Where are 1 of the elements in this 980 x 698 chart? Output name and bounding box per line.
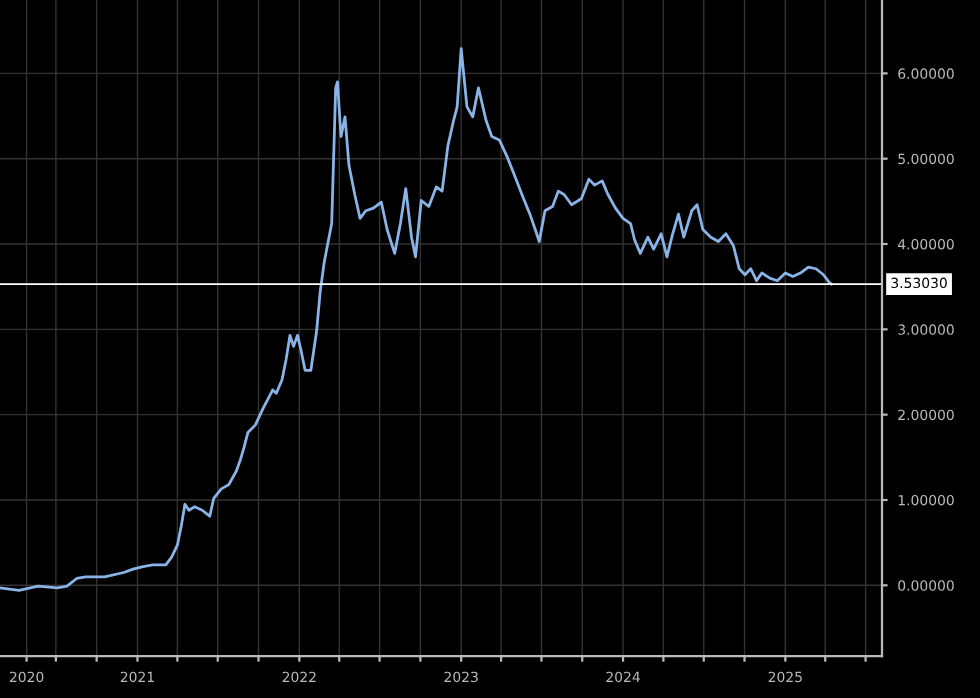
line-series [0, 47, 833, 592]
